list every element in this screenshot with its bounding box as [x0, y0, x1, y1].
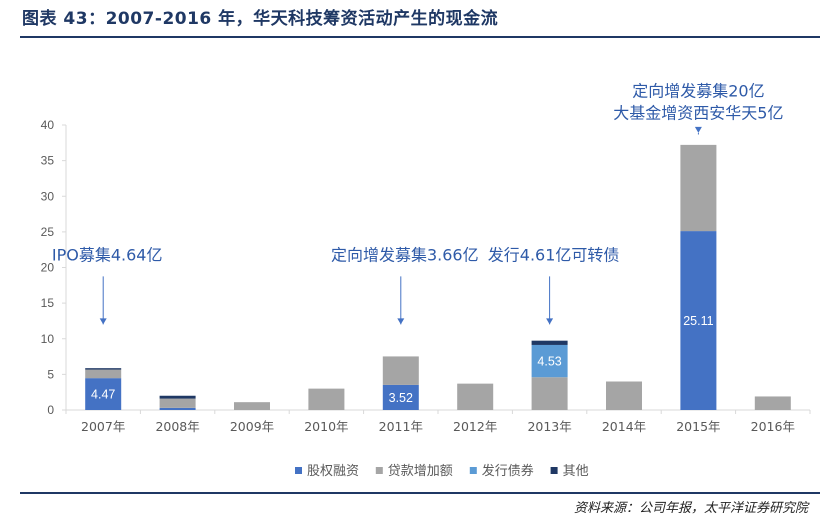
x-tick-label: 2014年 [602, 419, 646, 434]
x-tick-label: 2015年 [676, 419, 720, 434]
data-label: 3.52 [389, 391, 413, 405]
title-rule [20, 36, 820, 38]
bar-segment [159, 407, 196, 410]
legend-swatch [295, 467, 302, 474]
legend-label: 股权融资 [307, 463, 359, 479]
bar-segment [234, 402, 270, 410]
annotation-text: 发行4.61亿可转债 [488, 245, 620, 264]
bar-segment [754, 396, 791, 410]
bar-segment [606, 381, 642, 410]
bar-segment [457, 383, 494, 410]
source-note: 资料来源：公司年报，太平洋证券研究院 [573, 501, 808, 516]
bar-segment [382, 356, 419, 385]
bar-segment [531, 377, 568, 410]
annotation-text: 大基金增资西安华天5亿 [613, 104, 783, 123]
x-tick-label: 2008年 [155, 419, 199, 434]
footer-rule [20, 492, 820, 494]
data-label: 25.11 [683, 314, 713, 328]
annotation-arrowhead [546, 318, 554, 325]
annotation-arrowhead [397, 318, 405, 325]
x-tick-label: 2011年 [379, 419, 423, 434]
annotation-text: IPO募集4.64亿 [52, 245, 163, 264]
x-tick-label: 2013年 [527, 419, 571, 434]
chart-annotations: IPO募集4.64亿 定向增发募集3.66亿 发行4.61亿可转债 定向增发募集20亿… [52, 82, 783, 325]
legend-swatch [469, 467, 477, 474]
chart-bars [85, 144, 791, 410]
annotation-text: 定向增发募集3.66亿 [331, 245, 479, 264]
x-tick-label: 2007年 [81, 419, 125, 434]
y-tick-label: 30 [41, 189, 55, 203]
y-tick-label: 5 [47, 367, 54, 381]
y-tick-label: 40 [41, 118, 55, 132]
y-tick-label: 20 [41, 261, 55, 275]
bar-segment [85, 369, 122, 379]
chart-legend: 股权融资 贷款增加额 发行债券 其他 [295, 463, 589, 479]
legend-label: 发行债券 [482, 463, 534, 479]
bar-segment [85, 368, 122, 370]
stacked-bar-chart: 0 5 10 15 20 25 30 35 40 2007年 2008年 2009年 2010年 2011… [41, 82, 811, 479]
bar-segment [308, 388, 345, 410]
bar-segment [680, 144, 717, 232]
y-tick-label: 10 [41, 332, 55, 346]
chart-axes: 0 5 10 15 20 25 30 35 40 2007年 2008年 2009年 2010年 2011… [41, 118, 811, 434]
x-tick-label: 2009年 [230, 419, 274, 434]
x-tick-label: 2012年 [453, 419, 497, 434]
y-tick-label: 0 [47, 403, 54, 417]
bar-segment [159, 395, 196, 399]
legend-swatch [375, 467, 383, 474]
bar-segment [531, 340, 568, 345]
bar-segment [531, 344, 568, 378]
annotation-arrowhead [99, 318, 107, 325]
chart-data-labels: 4.47 3.52 4.53 25.11 [91, 314, 714, 405]
x-tick-label: 2010年 [304, 419, 348, 434]
bar-segment [85, 378, 122, 410]
legend-swatch [550, 467, 558, 474]
legend-label: 贷款增加额 [388, 464, 453, 479]
bar-segment [382, 384, 419, 410]
y-tick-label: 25 [41, 225, 55, 239]
bar-segment [159, 398, 196, 408]
legend-label: 其他 [563, 464, 589, 479]
data-label: 4.47 [91, 388, 115, 402]
bar-segment [680, 231, 717, 410]
annotation-arrowhead [694, 126, 702, 133]
data-label: 4.53 [537, 355, 561, 369]
annotation-text: 定向增发募集20亿 [632, 82, 764, 101]
x-tick-label: 2016年 [751, 419, 795, 434]
chart-title: 图表 43：2007-2016 年，华天科技筹资活动产生的现金流 [22, 9, 499, 29]
y-tick-label: 15 [41, 296, 55, 310]
y-tick-label: 35 [41, 154, 55, 168]
